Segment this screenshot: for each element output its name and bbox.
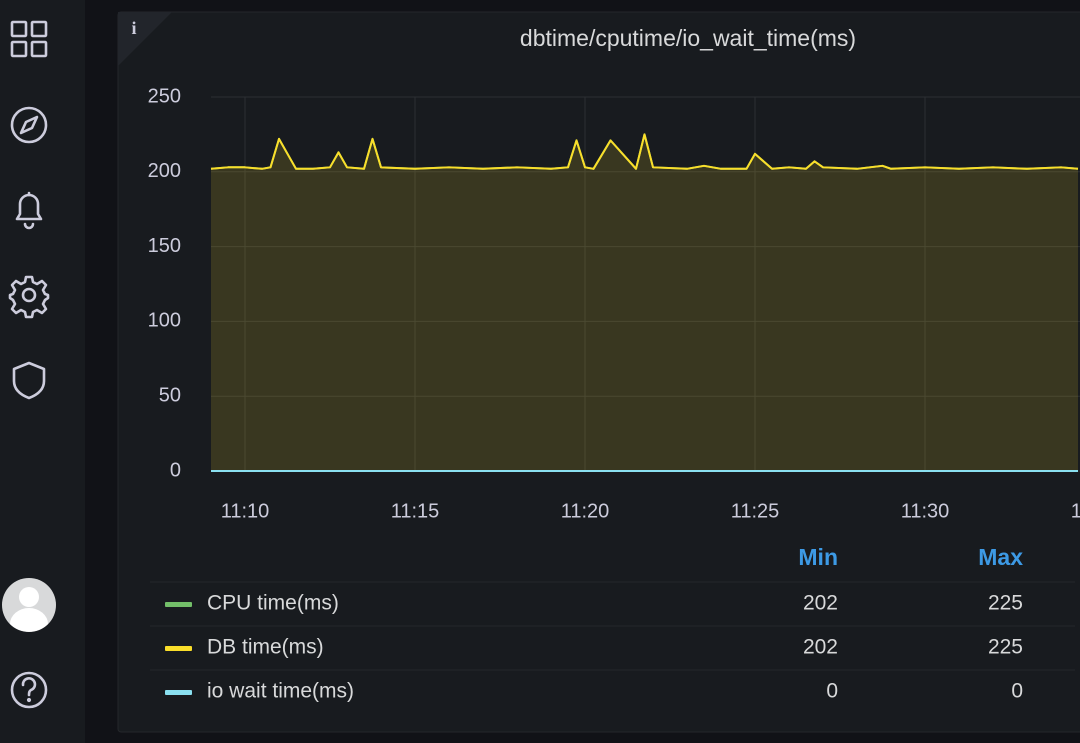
legend-name: io wait time(ms) — [207, 680, 354, 703]
line — [210, 133, 1079, 170]
area — [211, 134, 1078, 471]
help-icon[interactable] — [10, 671, 48, 709]
info-corner[interactable] — [118, 12, 172, 66]
panel — [117, 11, 1080, 733]
legend-max: 225 — [988, 636, 1023, 659]
legend-swatch — [165, 690, 192, 695]
legend-column-header: Min — [798, 544, 838, 570]
legend-swatch — [165, 646, 192, 651]
x-tick-label: 11:20 — [561, 500, 610, 522]
x-tick-label: 11:30 — [901, 500, 950, 522]
legend-min: 202 — [803, 636, 838, 659]
legend-swatch — [165, 602, 192, 607]
dashboards-icon[interactable] — [10, 20, 48, 58]
shield-icon[interactable] — [12, 361, 46, 400]
legend-max: 225 — [988, 592, 1023, 615]
x-tick-label: 11:25 — [731, 500, 780, 522]
settings-icon[interactable] — [8, 275, 50, 319]
y-tick-label: 250 — [148, 85, 181, 107]
legend-min: 0 — [826, 680, 838, 703]
y-tick-label: 150 — [148, 235, 181, 257]
alerting-icon[interactable] — [15, 191, 43, 230]
panel-title: dbtime/cputime/io_wait_time(ms) — [520, 25, 856, 51]
y-tick-label: 200 — [148, 160, 181, 182]
legend-column-header: Max — [978, 544, 1023, 570]
y-tick-label: 50 — [159, 384, 181, 406]
sidebar-icons — [2, 20, 56, 709]
chart: 0 50 100 150 200 250 11:10 11:15 11:20 11:25 11:30… — [148, 85, 1080, 703]
legend-name: CPU time(ms) — [207, 592, 339, 615]
y-tick-label: 100 — [148, 310, 181, 332]
legend-max: 0 — [1011, 680, 1023, 703]
y-tick-label: 0 — [170, 459, 181, 481]
legend-min: 202 — [803, 592, 838, 615]
x-tick-label: 11:10 — [221, 500, 270, 522]
explore-icon[interactable] — [10, 106, 48, 144]
x-tick-label: 11:35 — [1071, 500, 1080, 522]
x-tick-label: 11:15 — [391, 500, 440, 522]
info-icon[interactable]: i — [131, 18, 136, 38]
legend-name: DB time(ms) — [207, 636, 324, 659]
user-avatar[interactable] — [2, 578, 56, 632]
